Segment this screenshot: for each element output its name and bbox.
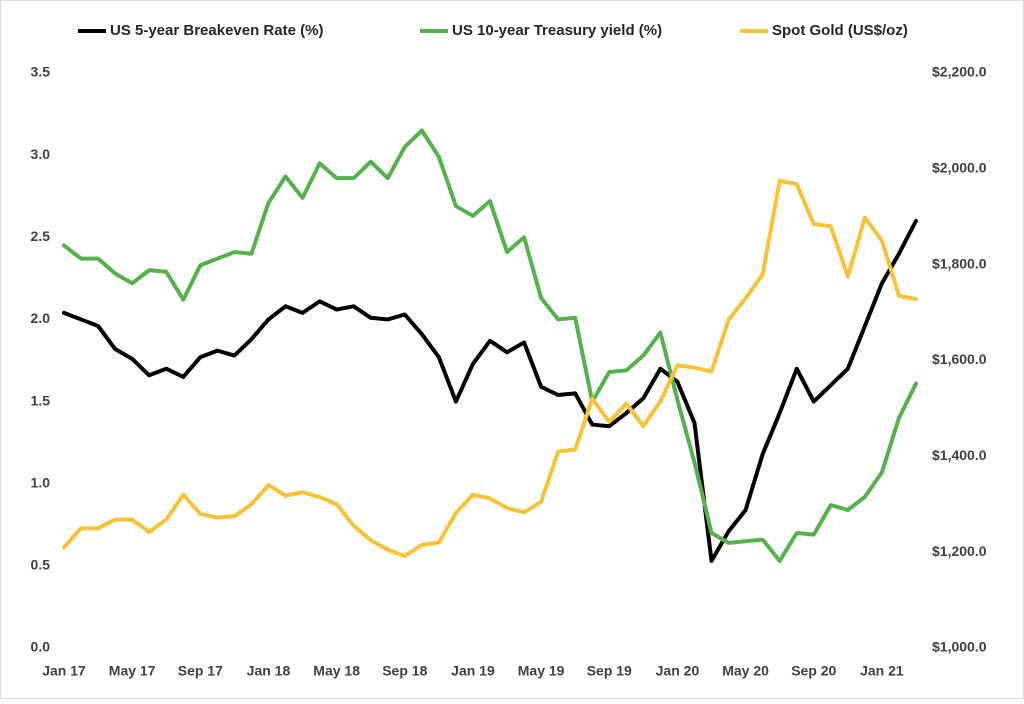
series-line [62,218,918,563]
x-tick-label: Jan 17 [42,663,86,679]
y2-tick-label: $1,400.0 [932,447,987,463]
y-tick-label: 3.5 [31,64,51,80]
series-line [62,178,918,558]
x-tick-label: May 17 [109,663,156,679]
y-tick-label: 3.0 [31,146,51,162]
x-tick-label: Jan 19 [451,663,495,679]
legend-label: US 5-year Breakeven Rate (%) [110,22,323,39]
y2-tick-label: $2,000.0 [932,160,987,176]
x-tick-label: May 20 [722,663,769,679]
y2-tick-label: $2,200.0 [932,64,987,80]
x-tick-label: Jan 20 [656,663,700,679]
y2-tick-label: $1,200.0 [932,543,987,559]
y-tick-label: 0.5 [31,557,51,573]
x-tick-label: Jan 18 [247,663,291,679]
legend: US 5-year Breakeven Rate (%) US 10-year T… [78,22,908,39]
x-tick-label: Sep 19 [587,663,632,679]
y-tick-label: 0.0 [31,639,51,655]
y-tick-label: 1.0 [31,474,51,490]
y2-tick-label: $1,600.0 [932,351,987,367]
y2-tick-label: $1,000.0 [932,639,987,655]
legend-label: US 10-year Treasury yield (%) [452,22,662,39]
x-tick-label: Jan 21 [860,663,904,679]
y-tick-label: 2.5 [31,228,51,244]
y-tick-label: 2.0 [31,310,51,326]
x-tick-label: Sep 17 [178,663,223,679]
x-tick-label: Sep 18 [382,663,427,679]
x-tick-label: Sep 20 [791,663,836,679]
series-line [62,128,918,563]
y2-tick-label: $1,800.0 [932,255,987,271]
x-tick-label: May 19 [518,663,565,679]
legend-label: Spot Gold (US$/oz) [772,22,908,39]
y-tick-label: 1.5 [31,392,51,408]
x-tick-label: May 18 [313,663,360,679]
